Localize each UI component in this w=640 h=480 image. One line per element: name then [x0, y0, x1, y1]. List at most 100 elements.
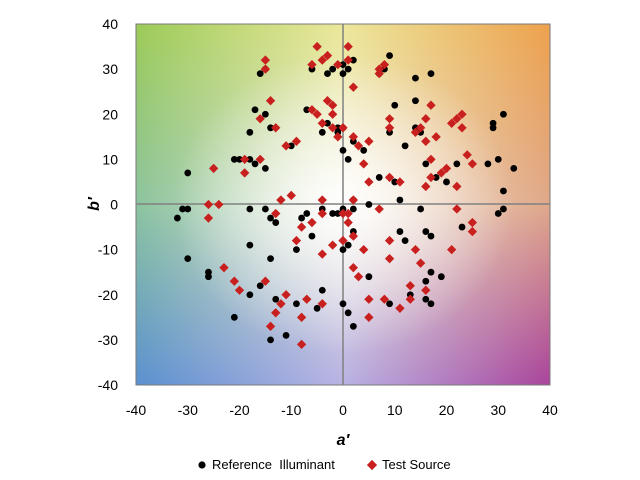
reference-illuminant-point — [339, 61, 347, 69]
reference-illuminant-point — [386, 52, 393, 59]
reference-illuminant-point — [282, 331, 290, 339]
reference-illuminant-point — [246, 241, 254, 249]
reference-illuminant-point — [174, 214, 181, 222]
reference-illuminant-point — [365, 273, 373, 281]
reference-illuminant-point — [427, 232, 435, 240]
x-tick-label: -30 — [178, 402, 198, 418]
x-tick-label: 40 — [542, 402, 558, 418]
reference-illuminant-point — [251, 160, 259, 168]
reference-illuminant-point — [267, 214, 274, 222]
x-tick-label: 20 — [439, 402, 455, 418]
reference-illuminant-point — [256, 70, 264, 78]
x-axis-title: a′ — [337, 432, 351, 449]
test-source-point — [240, 154, 250, 165]
x-tick-label: -40 — [126, 402, 146, 418]
test-source-point — [208, 163, 219, 174]
reference-illuminant-point — [344, 241, 352, 249]
reference-illuminant-point — [329, 210, 337, 217]
reference-illuminant-point — [184, 169, 192, 177]
reference-illuminant-point — [443, 178, 450, 186]
reference-illuminant-point — [324, 70, 331, 78]
reference-illuminant-point — [303, 210, 311, 217]
reference-illuminant-point — [205, 268, 212, 276]
reference-illuminant-point — [184, 205, 192, 213]
y-tick-label: 20 — [102, 106, 118, 122]
reference-illuminant-point — [246, 205, 254, 213]
legend-marker-reference-illuminant — [198, 461, 206, 469]
legend-label-test-source: Test Source — [382, 457, 451, 472]
reference-illuminant-point — [334, 210, 342, 217]
test-source-point — [203, 213, 214, 223]
reference-illuminant-point — [267, 255, 274, 263]
reference-illuminant-point — [427, 268, 435, 276]
reference-illuminant-point — [489, 124, 497, 132]
reference-illuminant-point — [412, 74, 419, 82]
reference-illuminant-point — [267, 336, 274, 344]
reference-illuminant-point — [303, 106, 311, 114]
y-tick-label: 40 — [102, 16, 118, 32]
reference-illuminant-point — [401, 142, 409, 150]
reference-illuminant-point — [344, 65, 352, 73]
reference-illuminant-point — [318, 286, 326, 294]
reference-illuminant-point — [246, 155, 254, 163]
reference-illuminant-point — [422, 295, 430, 303]
reference-illuminant-point — [344, 309, 352, 317]
y-axis-title: b′ — [86, 196, 103, 211]
reference-illuminant-point — [349, 322, 357, 330]
test-source-point — [214, 199, 224, 210]
test-source-point — [203, 199, 214, 210]
reference-illuminant-point — [318, 128, 326, 136]
reference-illuminant-point — [298, 214, 305, 222]
reference-illuminant-point — [427, 70, 435, 78]
reference-illuminant-point — [339, 70, 347, 78]
y-tick-label: -30 — [98, 332, 118, 348]
reference-illuminant-point — [427, 300, 435, 308]
reference-illuminant-point — [184, 255, 192, 263]
x-tick-label: -20 — [229, 402, 249, 418]
reference-illuminant-point — [324, 119, 331, 127]
reference-illuminant-point — [329, 65, 337, 73]
reference-illuminant-point — [422, 160, 430, 168]
reference-illuminant-point — [293, 300, 300, 308]
reference-illuminant-point — [494, 210, 502, 217]
reference-illuminant-point — [236, 155, 243, 163]
reference-illuminant-point — [339, 246, 347, 254]
reference-illuminant-point — [344, 155, 352, 163]
y-tick-label: 30 — [102, 61, 118, 77]
reference-illuminant-point — [246, 128, 254, 136]
reference-illuminant-point — [417, 205, 425, 213]
reference-illuminant-point — [308, 232, 316, 240]
reference-illuminant-point — [422, 228, 430, 235]
reference-illuminant-point — [272, 295, 280, 303]
y-tick-label: 0 — [110, 197, 118, 213]
x-tick-label: 10 — [387, 402, 403, 418]
reference-illuminant-point — [261, 110, 269, 118]
reference-illuminant-point — [272, 219, 280, 226]
reference-illuminant-point — [349, 56, 357, 64]
reference-illuminant-point — [500, 187, 507, 195]
reference-illuminant-point — [396, 196, 404, 204]
reference-illuminant-point — [349, 205, 357, 213]
reference-illuminant-point — [500, 110, 507, 118]
legend: Reference Illuminant Test Source — [198, 457, 451, 472]
x-tick-label: 30 — [490, 402, 506, 418]
test-source-point — [240, 168, 250, 178]
reference-illuminant-point — [391, 101, 399, 109]
reference-illuminant-point — [339, 300, 347, 308]
reference-illuminant-point — [386, 300, 393, 308]
y-tick-label: -10 — [98, 242, 118, 258]
x-tick-label: 0 — [339, 402, 347, 418]
reference-illuminant-point — [313, 304, 321, 312]
reference-illuminant-point — [293, 246, 300, 254]
reference-illuminant-point — [360, 146, 368, 154]
reference-illuminant-point — [437, 273, 445, 281]
reference-illuminant-point — [267, 124, 274, 132]
reference-illuminant-point — [179, 205, 186, 213]
reference-illuminant-point — [391, 178, 399, 186]
reference-illuminant-point — [375, 174, 383, 181]
reference-illuminant-point — [230, 155, 238, 163]
reference-illuminant-point — [412, 97, 419, 105]
reference-illuminant-point — [401, 237, 409, 245]
legend-marker-test-source — [366, 459, 378, 471]
